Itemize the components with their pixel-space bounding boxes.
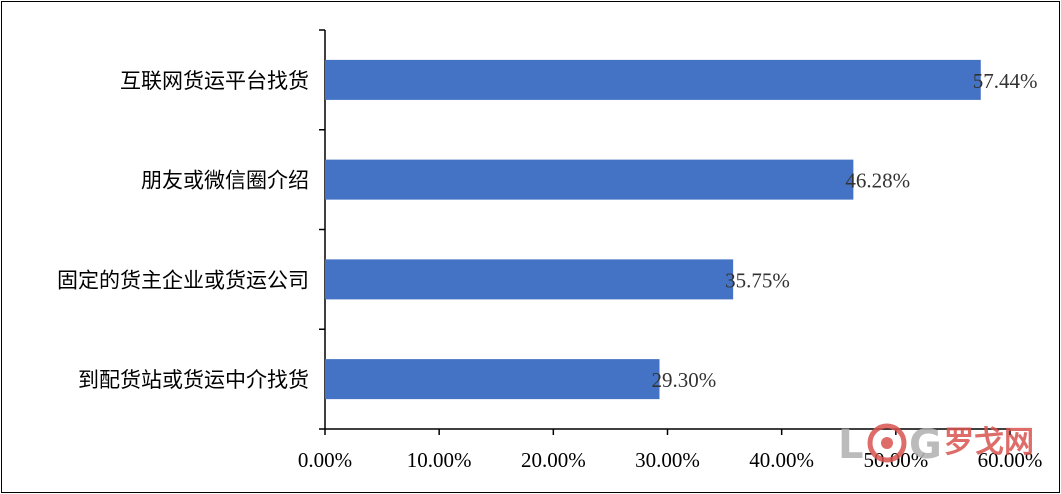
x-tick-label: 40.00% xyxy=(749,448,814,472)
data-label: 46.28% xyxy=(845,169,910,193)
x-tick-label: 60.00% xyxy=(978,448,1043,472)
watermark-latin-l: L xyxy=(838,422,864,468)
category-label: 互联网货运平台找货 xyxy=(120,69,309,93)
x-tick-label: 30.00% xyxy=(635,448,700,472)
category-label: 固定的货主企业或货运公司 xyxy=(57,268,309,292)
watermark-cn-text: 罗戈网 xyxy=(944,425,1034,460)
data-label: 57.44% xyxy=(973,69,1038,93)
watermark-logo: L G 罗戈网 xyxy=(838,422,1034,468)
x-tick-label: 0.00% xyxy=(298,448,352,472)
watermark-target-center-icon xyxy=(881,437,893,449)
data-label: 35.75% xyxy=(725,268,790,292)
category-label: 到配货站或货运中介找货 xyxy=(78,368,309,392)
watermark-target-icon xyxy=(867,423,907,463)
labels: 0.00% 10.00% 20.00% 30.00% 40.00% 50.00% 60.00… xyxy=(57,69,1042,472)
bars xyxy=(325,59,981,400)
x-tick-label: 10.00% xyxy=(407,448,472,472)
x-tick-label: 20.00% xyxy=(521,448,586,472)
watermark-latin-g: G xyxy=(909,422,942,468)
bar xyxy=(325,359,660,400)
bar xyxy=(325,259,734,300)
data-label: 29.30% xyxy=(652,368,717,392)
bar xyxy=(325,59,981,100)
bar xyxy=(325,159,854,200)
category-label: 朋友或微信圈介绍 xyxy=(141,169,309,193)
